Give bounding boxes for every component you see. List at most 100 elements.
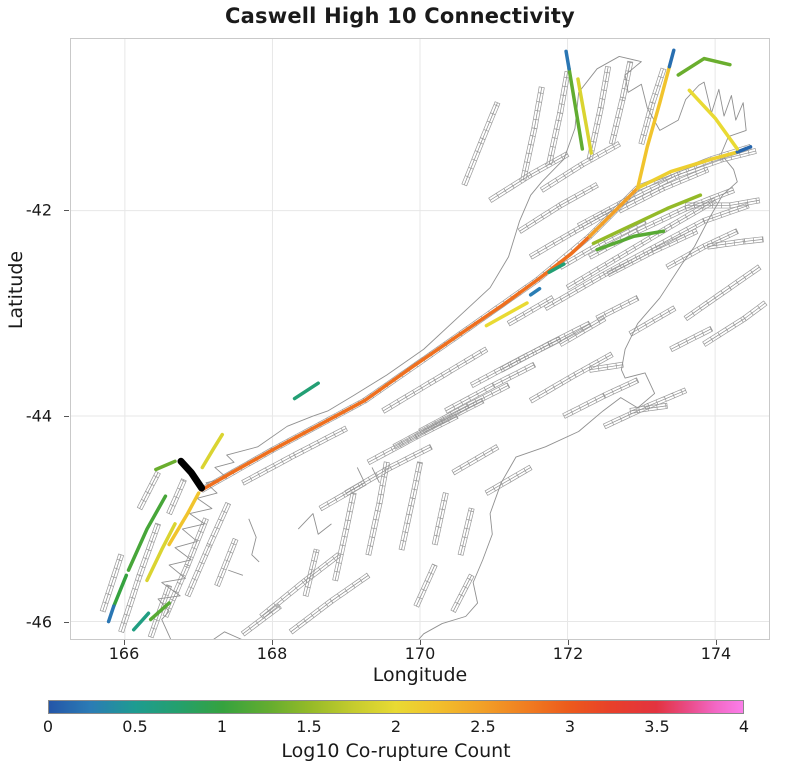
chart-title: Caswell High 10 Connectivity	[225, 4, 575, 28]
teal-segment-mid	[547, 262, 566, 274]
fault-patches	[458, 276, 541, 337]
fault-patches	[650, 228, 699, 255]
fault-trace	[630, 307, 675, 335]
fault-trace	[560, 220, 646, 268]
fault-patches	[288, 598, 334, 635]
sw-teal	[131, 611, 151, 632]
teal-isolated-haast	[292, 381, 320, 401]
fault-patches	[431, 492, 449, 546]
coastline-path	[371, 467, 380, 484]
sw-green-2	[112, 573, 129, 608]
fault-patches	[270, 397, 367, 453]
nelson-green-vertical	[567, 67, 585, 151]
fault-patches	[617, 185, 666, 214]
colorbar-tick-label: 1	[216, 717, 228, 736]
x-tick-label: 170	[404, 644, 436, 663]
north-branch-yellow	[635, 64, 672, 190]
fault-patches	[414, 413, 459, 440]
fault-patches	[602, 377, 640, 399]
colorbar-tick-label: 3	[564, 717, 576, 736]
x-tick-mark	[272, 640, 273, 645]
x-tick-marks	[70, 640, 770, 646]
fault-trace	[452, 575, 472, 612]
fault-patches	[409, 461, 423, 500]
x-tick-mark	[124, 640, 126, 645]
y-tick-label: -42	[25, 200, 52, 220]
fault-patches	[573, 207, 614, 234]
fault-patches	[343, 492, 357, 530]
awatere-branch	[591, 193, 703, 246]
sw-yellow-2	[145, 522, 177, 583]
x-tick-mark	[715, 640, 717, 645]
fault-patches	[608, 96, 626, 145]
fault-patches	[528, 372, 577, 404]
fault-patches	[683, 284, 732, 322]
map-plot-frame	[70, 38, 770, 640]
fault-patches	[528, 228, 577, 260]
fault-patches	[546, 112, 564, 166]
fault-patches	[432, 346, 489, 383]
fault-patches	[619, 60, 634, 99]
y-tick-label: -46	[25, 612, 52, 632]
fault-patches	[647, 387, 688, 409]
fault-trace	[567, 199, 716, 288]
wairau-section	[635, 150, 740, 190]
fault-trace	[453, 446, 498, 473]
fault-trace	[486, 467, 531, 494]
mid-blue-segment	[528, 286, 542, 297]
fault-trace	[670, 328, 712, 350]
fault-patches	[517, 202, 563, 234]
fault-patches	[461, 137, 486, 187]
fault-patches	[184, 542, 213, 598]
fault-patches	[136, 522, 162, 577]
fault-trace	[460, 508, 472, 555]
sw-green-1	[126, 494, 168, 572]
fault-patches	[580, 141, 622, 168]
fault-trace	[611, 61, 631, 144]
colorbar-tick-label: 4	[738, 717, 750, 736]
fault-patches	[727, 264, 762, 291]
fault-patches	[469, 356, 522, 389]
fault-patches	[365, 502, 383, 556]
fault-patches	[602, 243, 658, 277]
wairau-tip-blue	[735, 145, 753, 154]
x-tick-labels: 166 168 170 172 174	[70, 644, 770, 664]
milford-yellow-hook	[200, 432, 225, 470]
coastline-path	[248, 518, 260, 563]
fault-patches	[573, 351, 614, 378]
fault-patches	[539, 161, 585, 193]
fault-patches	[558, 238, 607, 270]
fault-patches	[685, 202, 731, 209]
fault-patches	[259, 577, 308, 619]
fault-patches	[517, 336, 562, 363]
fault-trace	[589, 364, 623, 371]
fault-patches	[706, 238, 746, 250]
fault-patches	[166, 478, 187, 516]
coastline-path	[213, 631, 242, 639]
fault-patches	[488, 171, 533, 203]
fault-trace	[563, 379, 638, 417]
fault-patches	[558, 182, 599, 209]
fault-trace	[415, 564, 436, 607]
fault-patches	[702, 315, 747, 347]
fault-patches	[636, 205, 688, 234]
north-branch-tip-blue	[667, 48, 676, 69]
fault-patches	[392, 418, 444, 450]
fault-patches	[118, 574, 143, 634]
fault-trace	[102, 554, 122, 612]
colorbar	[48, 700, 744, 714]
fault-patches	[214, 537, 239, 588]
nelson-blue-tip	[564, 49, 571, 71]
fault-patches	[466, 382, 511, 409]
fault-patches	[418, 402, 470, 435]
fault-trace	[560, 318, 605, 345]
alpine-north-section	[587, 186, 640, 238]
colorbar-tick-label: 0.5	[122, 717, 148, 736]
fault-patches	[506, 295, 555, 327]
sw-blue-tip	[106, 604, 116, 624]
colorbar-label: Log10 Co-rupture Count	[281, 740, 511, 762]
y-tick-mark	[64, 416, 69, 418]
fault-patches	[588, 361, 624, 373]
caswell-source-fault	[177, 457, 206, 492]
west-green-short	[154, 459, 177, 472]
